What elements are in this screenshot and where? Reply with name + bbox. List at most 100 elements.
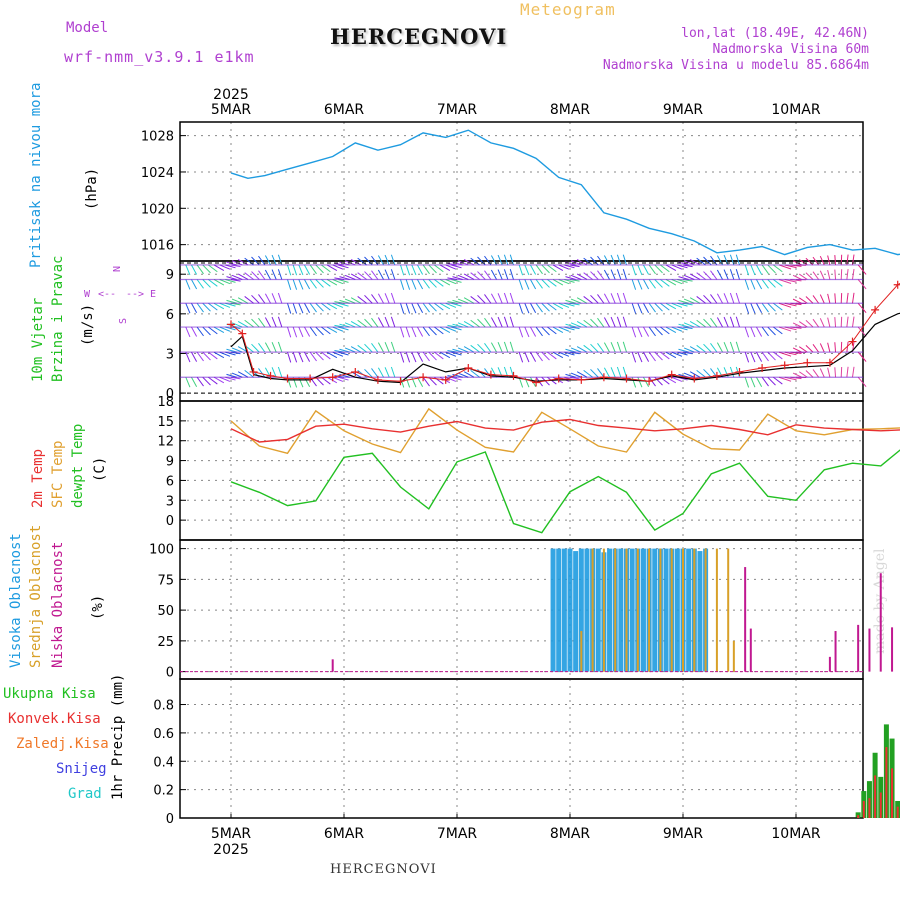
wind-speed-marker [599, 373, 608, 382]
wind-arrow [792, 298, 802, 304]
wind-arrow [332, 351, 344, 357]
wind-arrow [735, 341, 740, 353]
wind-arrow [451, 302, 462, 307]
wind-arrow [452, 299, 463, 304]
wind-arrow [729, 341, 735, 353]
wind-arrow [451, 351, 462, 356]
wind-arrow [287, 326, 292, 338]
wind-arrow [339, 348, 350, 353]
wind-arrow [518, 279, 524, 290]
wind-arrow [798, 297, 808, 304]
wind-arrow [812, 369, 820, 378]
wind-arrow [846, 269, 849, 280]
wind-arrow [703, 318, 712, 328]
wind-arrow [185, 326, 191, 338]
wind-arrow [570, 298, 582, 304]
cloud-side-label-3: Niska Oblacnost [50, 541, 66, 668]
cloud-bar-mid [648, 548, 651, 672]
y-tick-label: 0 [166, 514, 174, 529]
wind-arrow [819, 368, 825, 378]
wind-arrow [451, 264, 462, 269]
y-tick-label: 9 [166, 268, 174, 283]
wind-arrow [518, 264, 524, 276]
wind-arrow [524, 264, 530, 276]
wind-arrow [490, 317, 497, 328]
wind-arrow [569, 376, 580, 380]
wind-arrow [761, 376, 769, 387]
pressure-unit-label: (hPa) [84, 167, 100, 210]
wind-arrow [716, 367, 723, 378]
wind-arrow [756, 303, 763, 313]
cloud-bar-high [629, 548, 635, 672]
wind-arrow [271, 316, 277, 328]
wind-arrow [484, 294, 492, 304]
wind-speed-marker [803, 358, 812, 367]
precip-total-bar [855, 812, 861, 818]
wind-arrow [696, 344, 706, 353]
compass-w-arrow: <-- [98, 289, 117, 300]
wind-arrow [518, 377, 524, 388]
precip-total-bar [889, 738, 895, 818]
wind-arrow [332, 264, 344, 270]
wind-arrow [334, 262, 345, 266]
wind-arrow [616, 254, 622, 266]
wind-arrow [683, 322, 695, 328]
wind-arrow [364, 294, 373, 304]
wind-arrow [565, 323, 576, 328]
wind-arrow [226, 323, 237, 328]
wind-arrow [452, 373, 463, 378]
wind-side-label-1: 10m Vjetar [30, 297, 46, 382]
wind-speed-marker [486, 370, 495, 379]
wind-arrow [682, 326, 693, 330]
wind-arrow [541, 279, 550, 288]
wind-arrow [185, 279, 191, 290]
wind-arrow [735, 366, 740, 378]
wind-arrow [264, 255, 271, 266]
wind-arrow [457, 347, 469, 353]
wind-arrow [258, 294, 266, 304]
wind-arrow [744, 351, 750, 363]
wind-speed-marker [848, 337, 857, 346]
cloud-bar-high [646, 548, 652, 672]
wind-arrow [723, 367, 729, 378]
wind-arrow [744, 303, 750, 314]
wind-arrow [338, 279, 349, 283]
wind-arrow [552, 279, 564, 286]
panel-frame [179, 260, 864, 402]
wind-arrow [503, 316, 509, 328]
wind-arrow [610, 293, 616, 304]
wind-arrow [434, 264, 444, 273]
cloud-bar-high [601, 552, 607, 672]
wind-arrow [547, 264, 557, 273]
cloud-bar-high [578, 548, 584, 672]
wind-arrow [292, 303, 298, 314]
wind-arrow [778, 326, 792, 332]
wind-arrow [400, 351, 405, 363]
wind-arrow [530, 303, 537, 313]
wind-arrow [530, 326, 537, 337]
wind-arrow [689, 297, 701, 304]
wind-arrow [682, 278, 693, 282]
wind-arrow [490, 255, 497, 266]
wind-arrow [812, 271, 820, 280]
wind-arrow [309, 302, 317, 313]
wind-arrow [191, 303, 198, 313]
wind-arrow [643, 351, 650, 362]
wind-arrow [251, 294, 260, 304]
wind-arrow [564, 279, 575, 283]
cloud-bar-high [590, 548, 596, 672]
wind-arrow [834, 269, 837, 280]
wind-arrow [196, 351, 204, 362]
cloud-bar-mid [693, 548, 696, 672]
wind-arrow [565, 299, 576, 304]
wind-arrow [790, 376, 802, 380]
wind-arrow [518, 326, 524, 338]
wind-arrow [784, 264, 797, 269]
wind-arrow [756, 376, 763, 387]
wind-arrow [767, 264, 776, 274]
wind-arrow [271, 269, 277, 280]
wind-arrow [590, 271, 599, 280]
wind-arrow [846, 316, 849, 328]
wind-arrow [767, 376, 776, 386]
wind-arrow [834, 342, 837, 353]
